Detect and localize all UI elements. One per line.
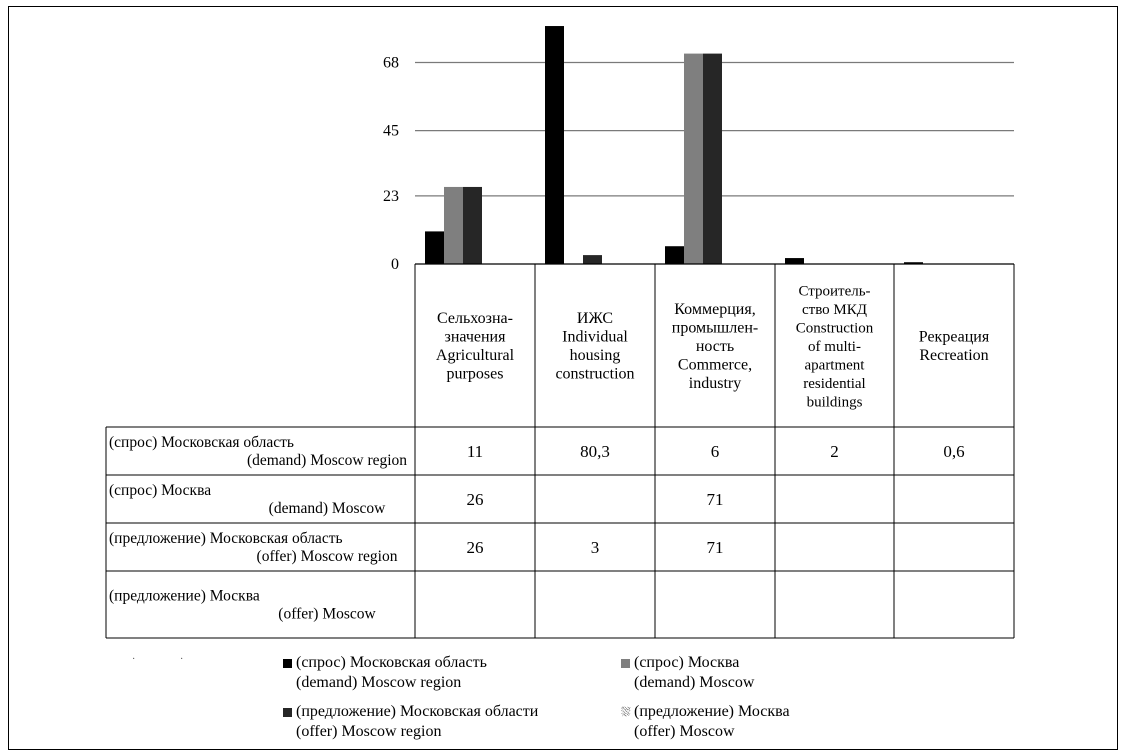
- row-label: (offer) Moscow: [278, 606, 376, 623]
- data-label: 26: [467, 490, 484, 509]
- chart-frame: [8, 6, 1118, 750]
- category-label: Individual: [562, 329, 628, 346]
- legend-swatch-demand-moscow-region: [283, 659, 292, 668]
- category-label: purposes: [447, 366, 504, 383]
- legend-label-line: (demand) Moscow: [634, 674, 755, 691]
- y-tick-label: 45: [383, 123, 399, 140]
- bar: [463, 186, 482, 264]
- category-label: housing: [570, 347, 621, 364]
- legend-swatch-offer-moscow-region: [283, 708, 292, 717]
- category-label: construction: [555, 366, 634, 383]
- legend-item-offer-moscow-region: (предложение) Московская области (offer)…: [283, 702, 538, 742]
- row-label: (demand) Moscow: [269, 500, 386, 517]
- bar: [444, 186, 463, 264]
- legend-label-line: (спрос) Москва: [634, 654, 740, 671]
- y-tick-label: 23: [383, 188, 399, 205]
- row-label: (спрос) Московская область: [109, 434, 294, 451]
- bar: [665, 246, 684, 264]
- data-label: 80,3: [580, 442, 610, 461]
- category-label: industry: [689, 375, 741, 392]
- legend-label-line: (offer) Moscow region: [296, 723, 442, 740]
- category-label: Commerce,: [678, 356, 752, 373]
- category-label: промышлен-: [672, 319, 758, 336]
- category-label: Сельхозна-: [437, 310, 513, 327]
- legend-label-offer-moscow-region: (предложение) Московская области (offer)…: [296, 702, 538, 742]
- legend-label-line: (demand) Moscow region: [296, 674, 462, 691]
- data-label: 6: [711, 442, 720, 461]
- category-label: Recreation: [919, 347, 988, 364]
- category-label: buildings: [807, 394, 863, 410]
- legend-label-line: (предложение) Московская области: [296, 703, 539, 720]
- category-label: Construction: [796, 320, 874, 336]
- data-label: 0,6: [943, 442, 964, 461]
- y-tick-label: 0: [391, 256, 399, 273]
- legend-item-demand-moscow-region: (спрос) Московская область (demand) Mosc…: [283, 653, 487, 693]
- category-label: Строитель-: [798, 283, 870, 299]
- data-label: 3: [591, 538, 600, 557]
- data-label: 71: [707, 490, 724, 509]
- legend-label-line: (спрос) Московская область: [296, 654, 487, 671]
- category-label: Agricultural: [436, 347, 515, 364]
- legend-item-demand-moscow: (спрос) Москва (demand) Moscow: [621, 653, 754, 693]
- category-label: of multi-: [808, 339, 861, 355]
- legend-label-offer-moscow: (предложение) Москва (offer) Moscow: [634, 702, 790, 742]
- legend-label-demand-moscow: (спрос) Москва (demand) Moscow: [634, 653, 754, 693]
- stray-dot: ·: [180, 654, 184, 665]
- bar: [545, 26, 564, 264]
- legend-label-demand-moscow-region: (спрос) Московская область (demand) Mosc…: [296, 653, 487, 693]
- bar: [425, 231, 444, 264]
- row-label: (предложение) Москва: [109, 588, 260, 605]
- legend-label-line: (предложение) Москва: [634, 703, 790, 720]
- data-label: 71: [707, 538, 724, 557]
- row-label: (demand) Moscow region: [247, 452, 407, 469]
- legend-item-offer-moscow: ⛆ (предложение) Москва (offer) Moscow: [621, 702, 790, 742]
- row-label: (спрос) Москва: [109, 482, 211, 499]
- bar: [904, 262, 923, 264]
- category-label: ность: [696, 338, 734, 355]
- bar: [785, 258, 804, 264]
- row-label: (предложение) Московская область: [109, 530, 343, 547]
- y-tick-label: 68: [383, 54, 399, 71]
- category-label: residential: [803, 376, 865, 392]
- bar: [583, 255, 602, 264]
- data-label: 2: [830, 442, 839, 461]
- hatch-pattern-icon: ⛆: [621, 705, 631, 719]
- legend-label-line: (offer) Moscow: [634, 723, 735, 740]
- category-label: Коммерция,: [674, 301, 755, 318]
- data-label: 26: [467, 538, 484, 557]
- bar: [703, 53, 722, 264]
- legend-swatch-demand-moscow: [621, 659, 630, 668]
- category-label: apartment: [805, 357, 866, 373]
- data-label: 11: [467, 442, 483, 461]
- bar: [684, 53, 703, 264]
- category-label: ИЖС: [577, 310, 613, 327]
- category-label: Рекреация: [919, 329, 990, 346]
- row-label: (offer) Moscow region: [257, 548, 398, 565]
- stray-dot: ·: [132, 654, 136, 665]
- category-label: ство МКД: [802, 302, 867, 318]
- category-label: значения: [445, 329, 507, 346]
